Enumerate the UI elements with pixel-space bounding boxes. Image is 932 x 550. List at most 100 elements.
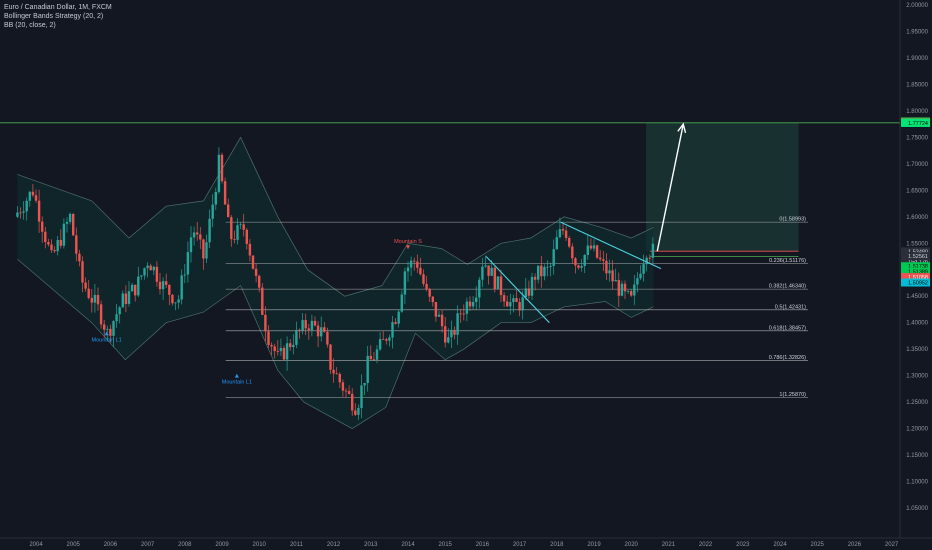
price-axis[interactable]: 2.00000 1.95000 1.90000 1.85000 1.80000 1.750… bbox=[906, 3, 928, 512]
candle-body bbox=[515, 298, 518, 302]
candle-body bbox=[217, 154, 221, 193]
candle-body bbox=[236, 225, 239, 240]
time-tick-label: 2024 bbox=[773, 542, 787, 548]
candle-body bbox=[506, 301, 509, 307]
candle-body bbox=[471, 302, 475, 307]
candle-body bbox=[453, 329, 456, 335]
candle-body bbox=[639, 273, 642, 279]
target-zone-layer bbox=[646, 122, 799, 252]
candle-body bbox=[509, 302, 512, 307]
time-axis[interactable]: 2004 2005 2006 2007 2008 2009 2010 2011 2012 2013… bbox=[29, 542, 899, 548]
candle-body bbox=[437, 314, 441, 317]
candle-body bbox=[388, 337, 391, 341]
candle-body bbox=[589, 245, 593, 249]
trendlines[interactable] bbox=[485, 221, 662, 324]
candle-body bbox=[223, 181, 227, 205]
candle-body bbox=[202, 239, 205, 259]
price-tick-label: 1.40000 bbox=[906, 321, 928, 327]
time-tick-label: 2015 bbox=[439, 542, 453, 548]
candle-body bbox=[391, 322, 394, 338]
fib-level-label: 0.5(1.42431) bbox=[775, 304, 806, 310]
candle-body bbox=[282, 347, 286, 360]
candle-body bbox=[220, 154, 224, 182]
candle-body bbox=[561, 229, 565, 231]
candle-body bbox=[112, 321, 115, 336]
time-tick-label: 2023 bbox=[736, 542, 750, 548]
candle-body bbox=[264, 314, 267, 332]
time-tick-label: 2021 bbox=[662, 542, 676, 548]
bollinger-band-fill bbox=[17, 137, 654, 429]
candle-body bbox=[292, 344, 295, 348]
candle-body bbox=[543, 266, 546, 277]
candle-body bbox=[354, 410, 357, 415]
candle-body bbox=[146, 265, 149, 269]
fib-level-label: 0.786(1.32826) bbox=[769, 355, 806, 361]
price-tick-label: 1.60000 bbox=[906, 215, 928, 221]
candle-body bbox=[592, 245, 596, 249]
candle-body bbox=[199, 234, 202, 240]
candle-body bbox=[537, 265, 540, 280]
candle-body bbox=[555, 237, 558, 250]
price-tag-label: 1.51389 bbox=[908, 270, 928, 276]
price-tag-label: 1.50952 bbox=[908, 280, 928, 286]
candle-body bbox=[137, 276, 140, 296]
candle-body bbox=[180, 275, 183, 300]
candlesticks bbox=[16, 147, 655, 420]
candle-body bbox=[196, 232, 199, 235]
candle-body bbox=[478, 279, 481, 298]
time-tick-label: 2022 bbox=[699, 542, 713, 548]
candle-body bbox=[59, 239, 62, 246]
price-tick-label: 1.65000 bbox=[906, 188, 928, 194]
candle-body bbox=[93, 294, 97, 303]
time-tick-label: 2014 bbox=[401, 542, 415, 548]
strategy-label[interactable]: Bollinger Bands Strategy (20, 2) bbox=[4, 13, 104, 20]
bb-indicator-label[interactable]: BB (20, close, 2) bbox=[4, 22, 56, 29]
candle-body bbox=[648, 257, 651, 259]
candle-body bbox=[571, 246, 574, 259]
candle-body bbox=[642, 264, 645, 274]
candle-body bbox=[366, 355, 369, 383]
candle-body bbox=[50, 244, 53, 251]
candle-body bbox=[140, 275, 143, 277]
candle-body bbox=[428, 288, 431, 297]
candle-body bbox=[332, 369, 335, 374]
candle-body bbox=[158, 281, 162, 290]
candle-body bbox=[409, 260, 413, 268]
candle-body bbox=[31, 191, 35, 196]
time-tick-label: 2010 bbox=[253, 542, 267, 548]
symbol-title[interactable]: Euro / Canadian Dollar, 1M, FXCM bbox=[4, 4, 112, 11]
price-tick-label: 1.25000 bbox=[906, 400, 928, 406]
projection-arrow[interactable] bbox=[656, 122, 687, 252]
candle-body bbox=[127, 291, 131, 304]
candle-body bbox=[81, 261, 84, 283]
candle-body bbox=[326, 331, 329, 345]
candle-body bbox=[279, 347, 283, 352]
price-tick-label: 2.00000 bbox=[906, 3, 928, 9]
candle-body bbox=[623, 283, 627, 292]
fibonacci-retracement[interactable]: 0(1.58993) 0.236(1.51176) 0.382(1.46340) 0.… bbox=[225, 217, 808, 398]
candle-body bbox=[130, 284, 134, 292]
candle-body bbox=[425, 283, 428, 289]
candle-body bbox=[599, 257, 602, 260]
candle-body bbox=[99, 304, 103, 325]
candle-body bbox=[47, 241, 50, 245]
candle-body bbox=[595, 245, 599, 258]
candle-body bbox=[298, 329, 301, 331]
chart-legend: Euro / Canadian Dollar, 1M, FXCM Bolling… bbox=[4, 3, 112, 30]
candle-body bbox=[310, 320, 314, 331]
trendline bbox=[485, 256, 550, 324]
candle-body bbox=[211, 204, 214, 219]
candle-body bbox=[456, 313, 459, 335]
candle-body bbox=[645, 257, 648, 265]
candle-body bbox=[347, 391, 351, 394]
candle-body bbox=[75, 235, 78, 254]
candle-body bbox=[490, 267, 493, 276]
candle-body bbox=[481, 266, 484, 280]
candle-body bbox=[400, 294, 403, 312]
price-tag bbox=[901, 252, 930, 261]
candle-body bbox=[301, 320, 304, 331]
candle-body bbox=[248, 243, 252, 256]
candle-body bbox=[103, 324, 106, 330]
candle-body bbox=[152, 266, 155, 271]
